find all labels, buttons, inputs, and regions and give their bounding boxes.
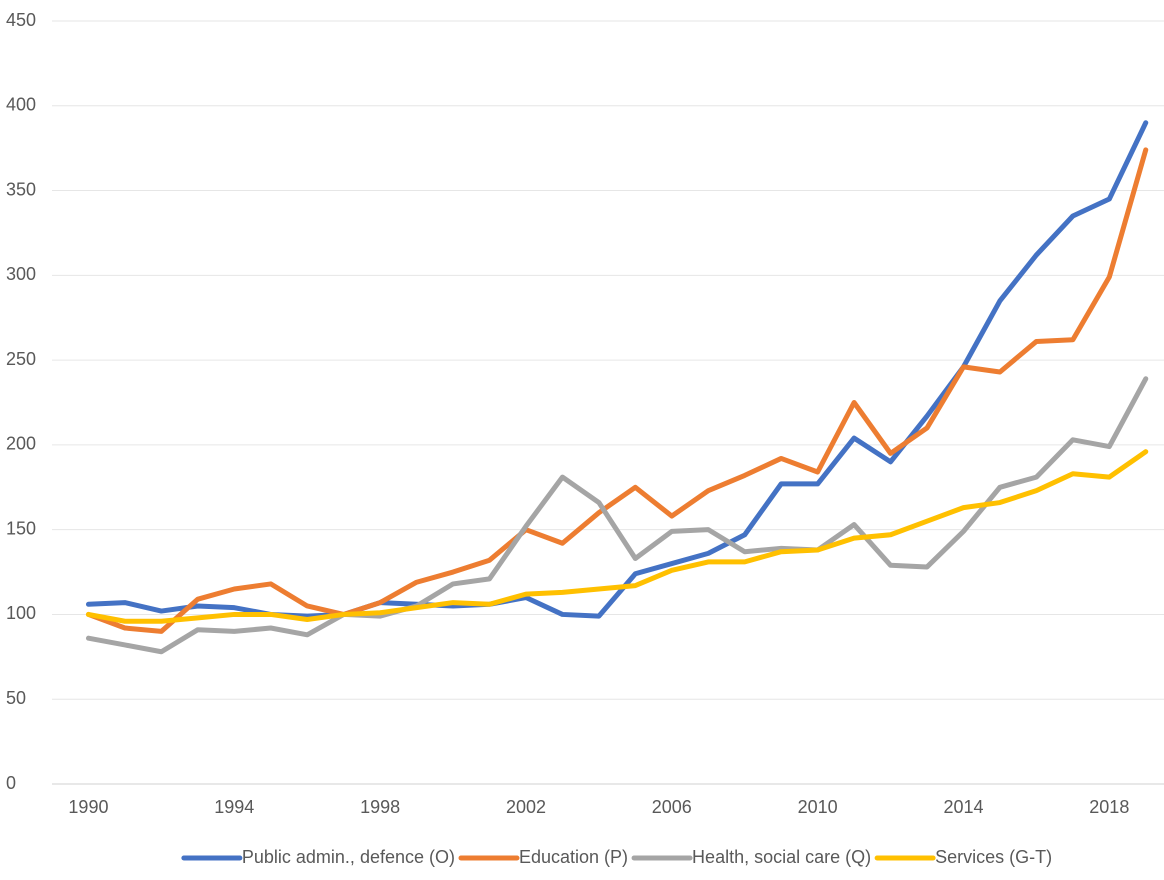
y-tick-label: 300 bbox=[6, 264, 36, 284]
y-tick-label: 50 bbox=[6, 688, 26, 708]
y-tick-label: 250 bbox=[6, 349, 36, 369]
x-tick-label: 2010 bbox=[798, 797, 838, 817]
legend-label: Public admin., defence (O) bbox=[242, 847, 455, 867]
y-tick-label: 100 bbox=[6, 603, 36, 623]
x-tick-label: 2002 bbox=[506, 797, 546, 817]
legend-label: Health, social care (Q) bbox=[692, 847, 871, 867]
legend-label: Education (P) bbox=[519, 847, 628, 867]
x-tick-label: 2018 bbox=[1089, 797, 1129, 817]
y-tick-label: 450 bbox=[6, 10, 36, 30]
x-tick-label: 1998 bbox=[360, 797, 400, 817]
x-tick-label: 2014 bbox=[943, 797, 983, 817]
y-tick-label: 350 bbox=[6, 179, 36, 199]
legend-label: Services (G-T) bbox=[935, 847, 1052, 867]
y-tick-label: 150 bbox=[6, 518, 36, 538]
data-line bbox=[85, 376, 1149, 655]
x-tick-label: 1994 bbox=[214, 797, 254, 817]
data-line bbox=[85, 147, 1149, 634]
y-tick-label: 0 bbox=[6, 773, 16, 793]
legend: Public admin., defence (O) Education (P) H… bbox=[181, 847, 1052, 867]
y-tick-label: 400 bbox=[6, 95, 36, 115]
x-tick-label: 1990 bbox=[68, 797, 108, 817]
x-tick-label: 2006 bbox=[652, 797, 692, 817]
data-line bbox=[85, 449, 1149, 624]
y-tick-label: 200 bbox=[6, 434, 36, 454]
